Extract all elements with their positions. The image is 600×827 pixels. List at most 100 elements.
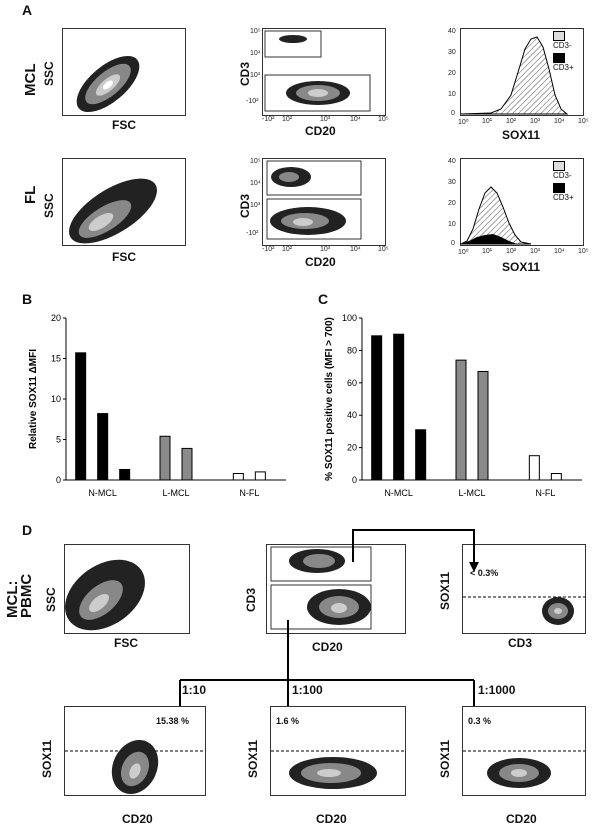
d-dil1-pct: 15.38 % (156, 716, 190, 726)
mcl-hist-xtick-0: 10⁰ (458, 119, 469, 126)
d-dil3-plot (462, 706, 586, 796)
panel-letter-c: C (318, 291, 329, 307)
chart-c-ytick-label: 80 (347, 345, 357, 355)
fl-cd20-tick-0: -10² (262, 246, 275, 253)
d-cd3-xlabel: CD3 (508, 636, 533, 650)
chart-c-category-label: L-MCL (458, 488, 485, 498)
fl-sox11-legend: CD3- CD3+ (553, 161, 583, 202)
chart-b: 20 15 10 5 0 Relative SOX11 ΔMFI N-MCL L-MCL N-F… (28, 313, 286, 498)
chart-b-ytick-label: 10 (51, 394, 61, 404)
chart-b-bar (181, 447, 193, 481)
fl-cd20-cd3-density (266, 160, 362, 240)
mcl-sox11-legend: CD3- CD3+ (553, 31, 583, 72)
d-dil1-plot (64, 706, 206, 796)
fl-sox11-histogram-shape (460, 186, 532, 245)
chart-c-bar (550, 473, 562, 481)
chart-c-bar (455, 359, 467, 481)
fl-hist-xtick-1: 10¹ (482, 248, 493, 255)
chart-b-ytick-label: 0 (56, 475, 61, 485)
fl-cd20-tick-4: 10⁵ (378, 246, 389, 253)
mcl-fsc-ssc-density (76, 55, 140, 113)
fl-cd20-cd3-plot (262, 158, 386, 246)
d-dil3-sox11-label: SOX11 (438, 739, 452, 778)
d-cd20-cd3-density (270, 546, 372, 630)
legend-label-cd3pos: CD3+ (553, 193, 574, 202)
fl-hist-xtick-4: 10⁴ (554, 248, 565, 255)
panel-letter-b: B (22, 291, 33, 307)
chart-b-bar (97, 413, 109, 481)
mcl-hist-ytick-1: 30 (448, 49, 456, 56)
chart-c-ytick-label: 100 (342, 313, 357, 323)
d-dil3-pct: 0.3 % (468, 716, 492, 726)
fl-hist-xtick-2: 10² (506, 248, 517, 255)
d-cd20-cd3-plot (266, 544, 406, 634)
d-gate-pct: < 0.3% (470, 568, 499, 578)
chart-c-ytick-label: 60 (347, 378, 357, 388)
chart-b-ylabel: Relative SOX11 ΔMFI (28, 349, 39, 449)
d-dil2-pct: 1.6 % (276, 716, 300, 726)
mcl-hist-xtick-1: 10¹ (482, 118, 493, 125)
fl-hist-ytick-3: 10 (448, 221, 456, 228)
fl-cd20-tick-2: 10³ (320, 246, 331, 253)
chart-b-bar (254, 471, 266, 481)
mcl-cd20-tick-2: 10³ (320, 116, 331, 123)
mcl-cd20-tick-1: 10² (282, 116, 293, 123)
mcl-hist-xtick-4: 10⁴ (554, 118, 565, 125)
chart-b-ytick-label: 15 (51, 354, 61, 364)
mcl-cd3-tick-2: 10³ (250, 72, 261, 79)
fl-hist-xtick-3: 10³ (530, 248, 541, 255)
chart-b-bar (232, 473, 244, 481)
mcl-cd3-tick-3: -10² (246, 98, 259, 105)
mcl-hist-xtick-2: 10² (506, 118, 517, 125)
legend-label-cd3pos: CD3+ (553, 63, 574, 72)
mcl-cd20-cd3-plot (262, 28, 386, 116)
mcl-cd20-label: CD20 (305, 124, 336, 138)
chart-c-bar (477, 370, 489, 481)
fl-cd3-tick-2: 10³ (250, 202, 261, 209)
mcl-cd3-tick-0: 10⁵ (250, 28, 261, 35)
fl-hist-xtick-0: 10⁰ (458, 249, 469, 256)
legend-label-cd3neg: CD3- (553, 171, 572, 180)
d-cd3-sox11-density (463, 596, 585, 625)
d-cd3-sox11-plot (462, 544, 586, 634)
fl-hist-ytick-1: 30 (448, 179, 456, 186)
mcl-fsc-ssc-plot (62, 28, 186, 116)
mcl-cd20-tick-3: 10⁴ (350, 116, 361, 123)
d-dil2-sox11-label: SOX11 (246, 739, 260, 778)
legend-label-cd3neg: CD3- (553, 41, 572, 50)
d-dil3-density (463, 750, 585, 788)
mcl-hist-ytick-0: 40 (448, 28, 456, 35)
chart-c-bar (415, 429, 427, 481)
fl-hist-xtick-5: 10⁵ (578, 248, 589, 255)
mcl-cd3-tick-1: 10⁴ (250, 50, 261, 57)
mcl-sox11-histogram: CD3- CD3+ (460, 28, 584, 116)
chart-c: 100 80 60 40 20 0 % SOX11 positive cells (MFI … (324, 313, 582, 498)
fl-cd20-tick-3: 10⁴ (350, 246, 361, 253)
chart-c-ytick-label: 40 (347, 410, 357, 420)
chart-c-category-label: N-FL (535, 488, 555, 498)
chart-b-bar (159, 435, 171, 481)
mcl-hist-xtick-3: 10³ (530, 118, 541, 125)
chart-c-category-label: N-MCL (384, 488, 413, 498)
mcl-sox11-label: SOX11 (502, 128, 541, 142)
dilution-1-100: 1:100 (292, 683, 323, 697)
d-dil2-plot (270, 706, 406, 796)
mcl-cd20-tick-0: -10² (262, 116, 275, 123)
fl-sox11-histogram: CD3- CD3+ (460, 158, 584, 246)
mcl-fsc-label: FSC (112, 118, 136, 132)
mcl-sox11-histogram-shape (460, 36, 569, 115)
dilution-1-10: 1:10 (182, 683, 207, 697)
mcl-hist-ytick-2: 20 (448, 70, 456, 77)
chart-b-ytick-label: 5 (56, 435, 61, 445)
chart-c-ytick-label: 20 (347, 443, 357, 453)
fl-hist-ytick-4: 0 (451, 240, 455, 247)
chart-c-bar (528, 455, 540, 481)
d-fsc-ssc-density (65, 559, 145, 631)
fl-cd20-tick-1: 10² (282, 246, 293, 253)
chart-c-ytick-label: 0 (352, 475, 357, 485)
d-dil1-density (65, 739, 205, 795)
d-dil2-cd20-label: CD20 (316, 812, 347, 826)
d-fsc-label: FSC (114, 636, 138, 650)
fl-cd3-tick-0: 10⁵ (250, 158, 261, 165)
chart-b-category-label: N-MCL (88, 488, 117, 498)
